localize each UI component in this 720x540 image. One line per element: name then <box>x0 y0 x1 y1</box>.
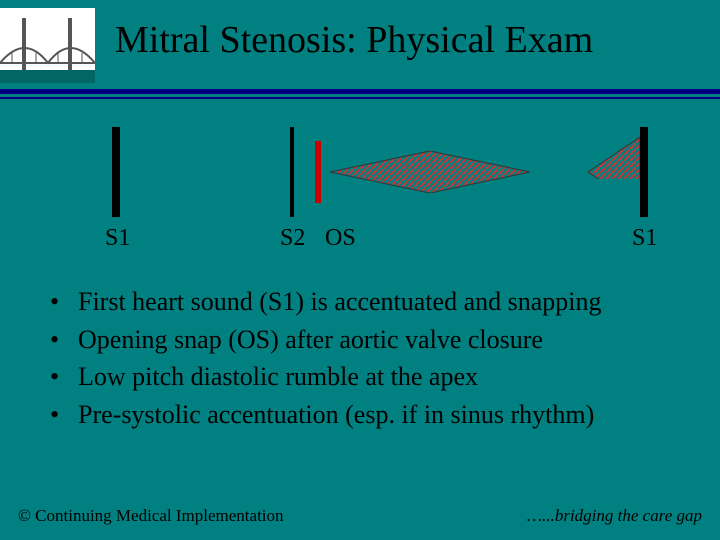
s1-bar-2 <box>640 127 648 217</box>
s1-bar <box>112 127 120 217</box>
footer: © Continuing Medical Implementation …...… <box>18 506 702 526</box>
copyright-text: © Continuing Medical Implementation <box>18 506 284 526</box>
s1-label-2: S1 <box>632 225 657 252</box>
os-label: OS <box>325 225 356 252</box>
s2-bar <box>290 127 294 217</box>
bridge-logo-icon <box>0 8 95 83</box>
s1-label: S1 <box>105 225 130 252</box>
presystolic-accentuation-murmur <box>588 137 640 179</box>
horizontal-rule <box>0 89 720 99</box>
phonocardiogram-diagram: S1 S2 OS S1 <box>0 127 720 247</box>
tagline-text: …...bridging the care gap <box>527 506 702 526</box>
bullet-item: Low pitch diastolic rumble at the apex <box>50 358 690 396</box>
diastolic-rumble-murmur <box>330 151 530 193</box>
bullet-item: First heart sound (S1) is accentuated an… <box>50 283 690 321</box>
bullet-list: First heart sound (S1) is accentuated an… <box>0 265 720 434</box>
slide-title: Mitral Stenosis: Physical Exam <box>115 8 593 62</box>
header: Mitral Stenosis: Physical Exam <box>0 0 720 83</box>
s2-label: S2 <box>280 225 305 252</box>
bullet-item: Opening snap (OS) after aortic valve clo… <box>50 321 690 359</box>
bullet-item: Pre-systolic accentuation (esp. if in si… <box>50 396 690 434</box>
os-bar <box>315 141 321 203</box>
